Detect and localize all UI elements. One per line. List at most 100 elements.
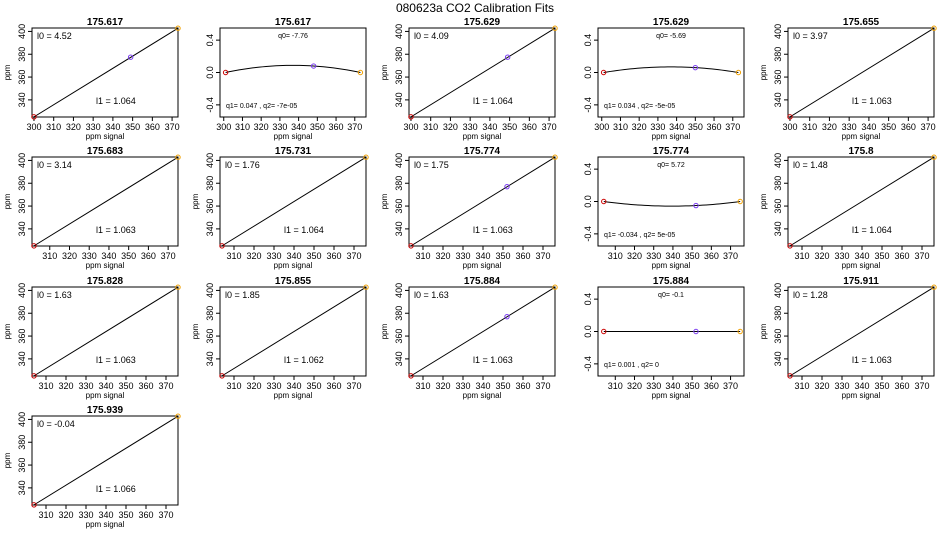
- slope-annotation: l1 = 1.064: [473, 96, 513, 106]
- x-tick-label: 360: [138, 381, 153, 391]
- y-tick-label: 380: [773, 47, 783, 62]
- y-axis-label: ppm: [3, 193, 12, 209]
- fit-line: [410, 156, 556, 247]
- y-tick-label: 360: [17, 199, 27, 214]
- plot-frame: [408, 27, 556, 118]
- y-tick-label: 340: [773, 351, 783, 366]
- y-tick-label: 340: [394, 221, 404, 236]
- chart-title: 175.855: [275, 276, 312, 287]
- x-tick-label: 370: [165, 122, 180, 132]
- x-tick-label: 310: [415, 381, 430, 391]
- slope-annotation: l1 = 1.064: [852, 225, 892, 235]
- x-axis-label: ppm signal: [842, 391, 881, 400]
- intercept-annotation: l0 = 1.63: [414, 290, 449, 300]
- x-tick-label: 340: [861, 122, 876, 132]
- x-tick-label: 330: [646, 381, 661, 391]
- plot-frame: [31, 415, 179, 506]
- x-tick-label: 330: [82, 251, 97, 261]
- intercept-annotation: l0 = 4.52: [37, 31, 72, 41]
- data-point: [787, 373, 793, 379]
- x-axis-label: ppm signal: [86, 520, 125, 529]
- x-tick-label: 340: [475, 251, 490, 261]
- plot-frame: [787, 27, 935, 118]
- x-tick-label: 370: [158, 381, 173, 391]
- data-point: [787, 114, 793, 120]
- chart-title: 175.884: [464, 276, 501, 287]
- y-tick-label: 360: [17, 458, 27, 473]
- chart-title: 175.8: [848, 146, 873, 157]
- y-tick-label: 340: [17, 221, 27, 236]
- data-point: [735, 69, 742, 76]
- x-tick-label: 350: [874, 251, 889, 261]
- x-tick-label: 330: [86, 122, 101, 132]
- x-tick-label: 370: [725, 122, 740, 132]
- y-tick-label: 340: [205, 221, 215, 236]
- q0-annotation: q0= -0.1: [658, 292, 684, 299]
- x-tick-label: 340: [101, 251, 116, 261]
- y-tick-label: 380: [17, 176, 27, 191]
- x-tick-label: 370: [535, 251, 550, 261]
- fit-line: [33, 415, 179, 506]
- y-tick-label: 0.4: [583, 293, 593, 306]
- x-tick-label: 310: [38, 381, 53, 391]
- y-tick-label: 400: [394, 153, 404, 168]
- x-tick-label: 300: [403, 122, 418, 132]
- intercept-annotation: l0 = 3.14: [37, 160, 72, 170]
- x-tick-label: 360: [894, 381, 909, 391]
- x-axis-label: ppm signal: [86, 261, 125, 270]
- x-tick-label: 360: [329, 122, 344, 132]
- y-tick-label: 360: [394, 70, 404, 85]
- x-tick-label: 320: [435, 251, 450, 261]
- x-axis-label: ppm signal: [274, 132, 313, 141]
- x-tick-label: 320: [62, 251, 77, 261]
- x-axis-label: ppm signal: [652, 132, 691, 141]
- x-tick-label: 350: [125, 122, 140, 132]
- x-tick-label: 320: [58, 510, 73, 520]
- data-point: [175, 284, 181, 290]
- y-tick-label: 0.0: [583, 195, 593, 208]
- x-tick-label: 360: [707, 122, 722, 132]
- q1-q2-annotation: q1= -0.034 , q2= 5e-05: [604, 232, 675, 239]
- y-tick-label: 340: [17, 92, 27, 107]
- slope-annotation: l1 = 1.064: [96, 96, 136, 106]
- q1-q2-annotation: q1= 0.034 , q2= -5e-05: [604, 103, 675, 110]
- x-tick-label: 320: [66, 122, 81, 132]
- x-tick-label: 360: [145, 122, 160, 132]
- x-tick-label: 370: [921, 122, 936, 132]
- y-tick-label: -0.4: [583, 226, 593, 242]
- x-tick-label: 350: [310, 122, 325, 132]
- x-tick-label: 310: [794, 381, 809, 391]
- intercept-annotation: l0 = 1.48: [793, 160, 828, 170]
- data-point: [31, 243, 37, 249]
- data-point: [31, 114, 37, 120]
- y-tick-label: 380: [394, 176, 404, 191]
- x-tick-label: 310: [608, 251, 623, 261]
- slope-annotation: l1 = 1.064: [284, 225, 324, 235]
- chart-title: 175.774: [464, 146, 501, 157]
- x-tick-label: 330: [650, 122, 665, 132]
- y-tick-label: 0.0: [583, 66, 593, 79]
- y-tick-label: 400: [394, 24, 404, 39]
- fit-line: [33, 286, 179, 377]
- q0-annotation: q0= 5.72: [657, 162, 685, 169]
- y-tick-label: 380: [394, 306, 404, 321]
- slope-annotation: l1 = 1.063: [96, 355, 136, 365]
- x-axis-label: ppm signal: [652, 391, 691, 400]
- x-tick-label: 340: [854, 251, 869, 261]
- y-tick-label: 400: [773, 24, 783, 39]
- y-tick-label: 400: [17, 412, 27, 427]
- x-tick-label: 360: [522, 122, 537, 132]
- slope-annotation: l1 = 1.063: [96, 225, 136, 235]
- x-tick-label: 330: [272, 122, 287, 132]
- x-axis-label: ppm signal: [842, 132, 881, 141]
- slope-annotation: l1 = 1.063: [473, 355, 513, 365]
- intercept-annotation: l0 = -0.04: [37, 419, 75, 429]
- y-tick-label: 360: [205, 199, 215, 214]
- x-tick-label: 370: [347, 122, 362, 132]
- y-tick-label: 340: [394, 92, 404, 107]
- x-tick-label: 310: [794, 251, 809, 261]
